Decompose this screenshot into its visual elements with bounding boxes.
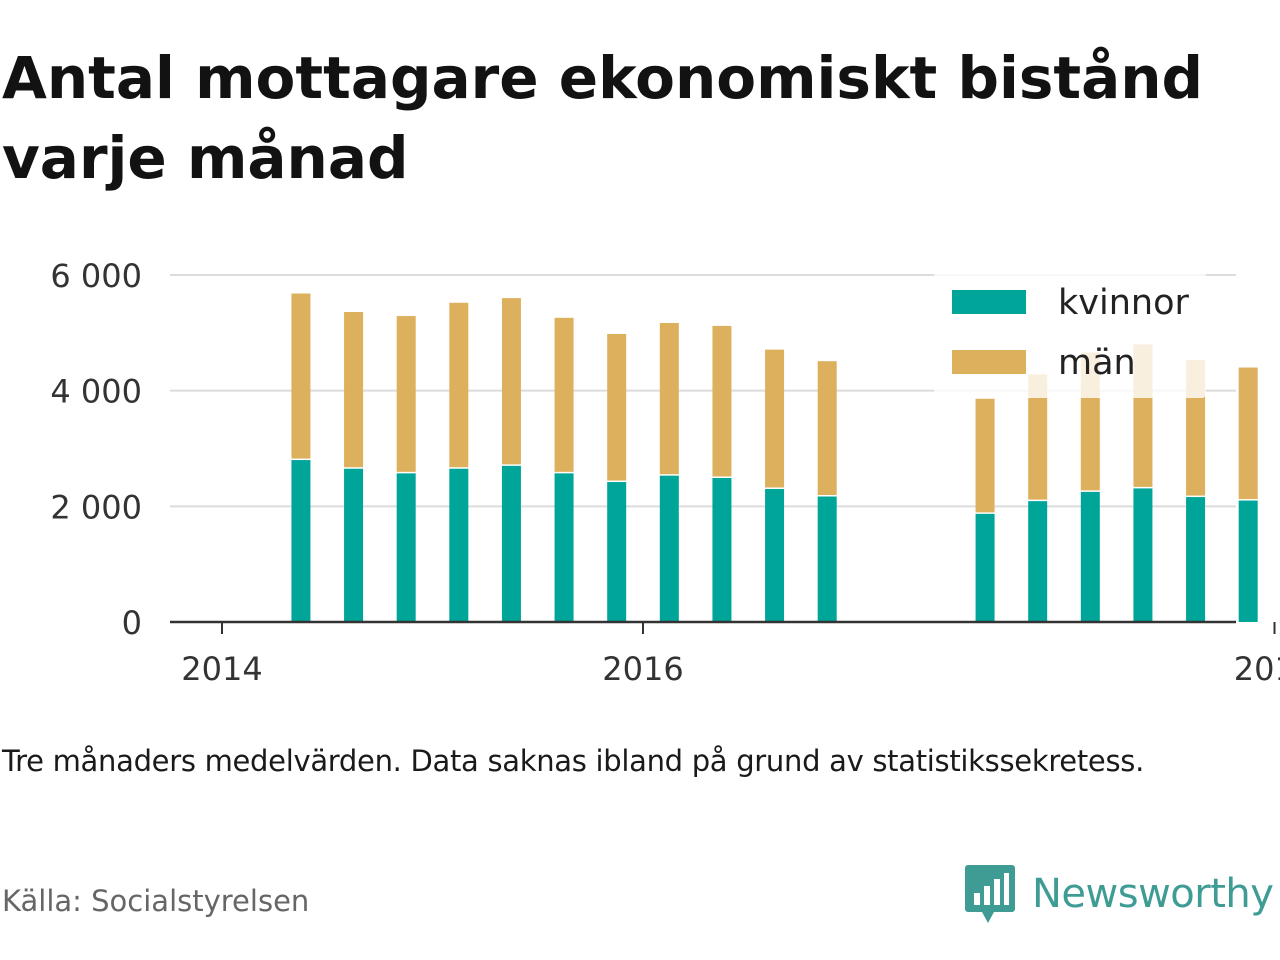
bar-kvinnor <box>1133 488 1153 622</box>
y-tick-label: 6 000 <box>50 257 142 295</box>
bar-kvinnor <box>659 475 679 622</box>
source-credit: Källa: Socialstyrelsen <box>2 884 310 918</box>
bar-kvinnor <box>1186 497 1206 622</box>
legend: kvinnor män <box>934 272 1206 398</box>
legend-label: kvinnor <box>1058 283 1189 323</box>
bar-kvinnor <box>344 468 364 622</box>
y-tick-label: 2 000 <box>50 488 142 526</box>
bar-man <box>449 302 469 468</box>
brand-name: Newsworthy <box>1032 871 1274 917</box>
x-tick-label: 2019 <box>1234 650 1280 688</box>
x-tick-label: 2016 <box>602 650 683 688</box>
x-tick-label: 2014 <box>181 650 262 688</box>
bar-man <box>1238 367 1258 500</box>
legend-swatch <box>952 350 1026 374</box>
bar-kvinnor <box>765 488 785 622</box>
newsworthy-logo-icon <box>965 865 1015 923</box>
bar-kvinnor <box>1238 500 1258 622</box>
x-axis-ticks: 20142016201920212023 <box>181 622 1280 688</box>
legend-label: män <box>1058 343 1136 383</box>
bar-man <box>765 349 785 488</box>
y-tick-label: 0 <box>122 604 142 642</box>
chart-title: Antal mottagare ekonomiskt bistånd varje… <box>2 44 1204 192</box>
bar-man <box>396 316 416 472</box>
bar-kvinnor <box>396 473 416 622</box>
bar-kvinnor <box>554 473 574 622</box>
legend-swatch <box>952 290 1026 314</box>
bar-man <box>291 293 311 459</box>
bar-man <box>607 333 627 481</box>
bar-kvinnor <box>1080 491 1100 622</box>
y-axis-ticks: 0 2 000 4 000 6 000 <box>50 257 142 642</box>
bar-man <box>659 323 679 475</box>
y-tick-label: 4 000 <box>50 373 142 411</box>
bar-man <box>1028 374 1048 500</box>
bar-man <box>501 298 521 465</box>
bar-kvinnor <box>817 496 837 622</box>
bar-kvinnor <box>1028 501 1048 622</box>
brand-logo[interactable]: Newsworthy <box>964 862 1274 926</box>
chart-note: Tre månaders medelvärden. Data saknas ib… <box>2 744 1144 778</box>
bar-kvinnor <box>607 482 627 622</box>
bar-man <box>554 317 574 472</box>
bar-man <box>344 312 364 468</box>
bar-kvinnor <box>291 460 311 622</box>
bar-kvinnor <box>501 465 521 622</box>
bar-kvinnor <box>449 468 469 622</box>
bar-man <box>817 361 837 496</box>
bar-kvinnor <box>975 513 995 622</box>
bar-man <box>712 325 732 477</box>
bar-man <box>975 398 995 513</box>
bar-kvinnor <box>712 477 732 622</box>
